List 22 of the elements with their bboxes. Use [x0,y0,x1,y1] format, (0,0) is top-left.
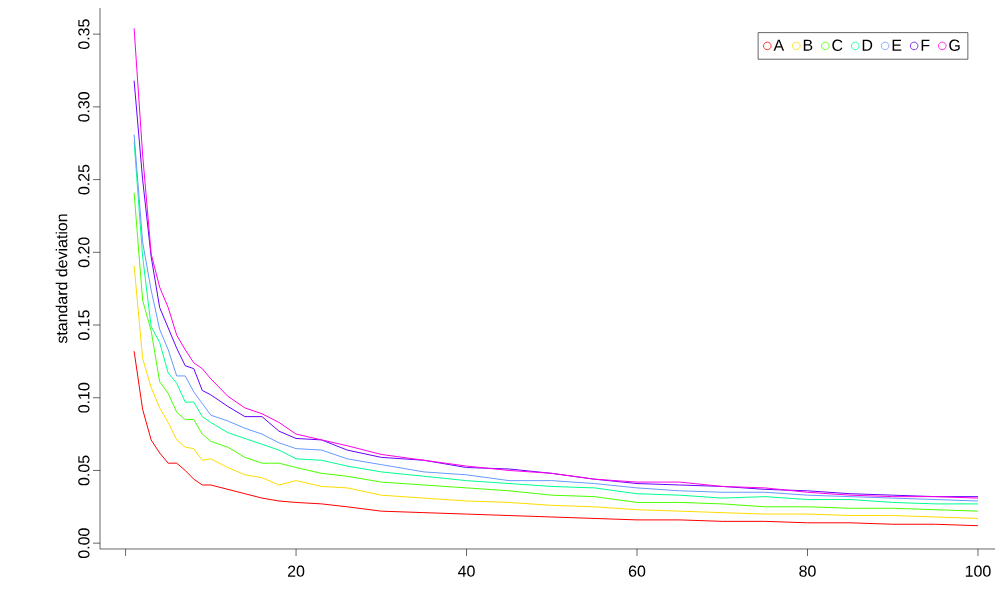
x-tick-label: 20 [287,565,305,577]
y-tick-label: 0.25 [78,164,90,195]
legend-label: B [803,39,813,51]
legend-label: F [921,39,930,51]
legend-label: D [862,39,873,51]
legend-label: C [832,39,843,51]
y-tick-label: 0.00 [78,528,90,559]
y-tick-label: 0.20 [78,237,90,268]
legend-label: A [773,39,785,51]
y-tick-label: 0.15 [78,310,90,340]
legend-label: E [892,39,902,51]
x-tick-label: 60 [628,565,646,577]
line-series [133,264,979,519]
x-tick-label: 40 [458,565,475,577]
x-tick-label: 100 [965,565,991,577]
x-tick-label: 80 [799,565,816,577]
legend-label: G [949,39,960,51]
y-tick-label: 0.05 [78,455,90,486]
y-axis-title: standard deviation [55,214,68,344]
y-tick-label: 0.10 [78,382,90,413]
y-tick-label: 0.35 [78,19,90,50]
y-tick-label: 0.30 [78,91,90,122]
